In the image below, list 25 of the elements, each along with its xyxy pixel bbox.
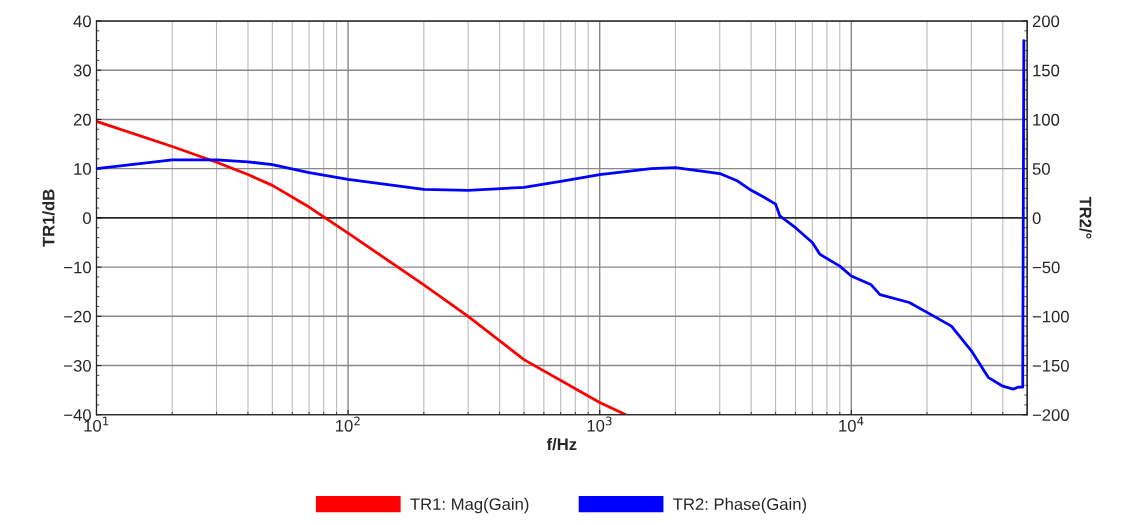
y-tick-label: 20: [73, 113, 91, 126]
y2-tick-label: 200: [1032, 15, 1060, 28]
y-tick-label: 10: [74, 163, 91, 175]
legend-label: TR2: Phase(Gain): [673, 497, 807, 514]
x-tick-label: 10$^{4}$: [839, 416, 864, 432]
x-tick-label: 10$^{2}$: [336, 416, 360, 432]
y-tick-label: 40: [73, 15, 91, 28]
y2-tick-label: −150: [1032, 359, 1069, 372]
y2-tick-label: −50: [1032, 261, 1060, 274]
y-axis-title: TR1/dB: [42, 189, 55, 247]
y2-tick-label: 100: [1033, 113, 1060, 126]
y2-tick-label: −200: [1032, 409, 1069, 421]
y2-tick-label: 150: [1033, 64, 1060, 77]
x-tick-label: 10$^{3}$: [587, 416, 612, 432]
x-axis-title: f/Hz: [546, 437, 577, 451]
y-tick-label: 30: [73, 64, 91, 77]
y-tick-label: −10: [64, 261, 91, 274]
y2-tick-label: 0: [1032, 212, 1041, 225]
y2-tick-label: −100: [1032, 310, 1069, 323]
y2-axis-title: TR2/°: [1079, 196, 1092, 239]
y2-tick-label: 50: [1032, 163, 1050, 175]
y-tick-label: 0: [83, 212, 91, 225]
y-tick-label: −20: [64, 310, 91, 323]
y-tick-label: −30: [64, 359, 91, 372]
legend-label: TR1: Mag(Gain): [410, 497, 529, 514]
